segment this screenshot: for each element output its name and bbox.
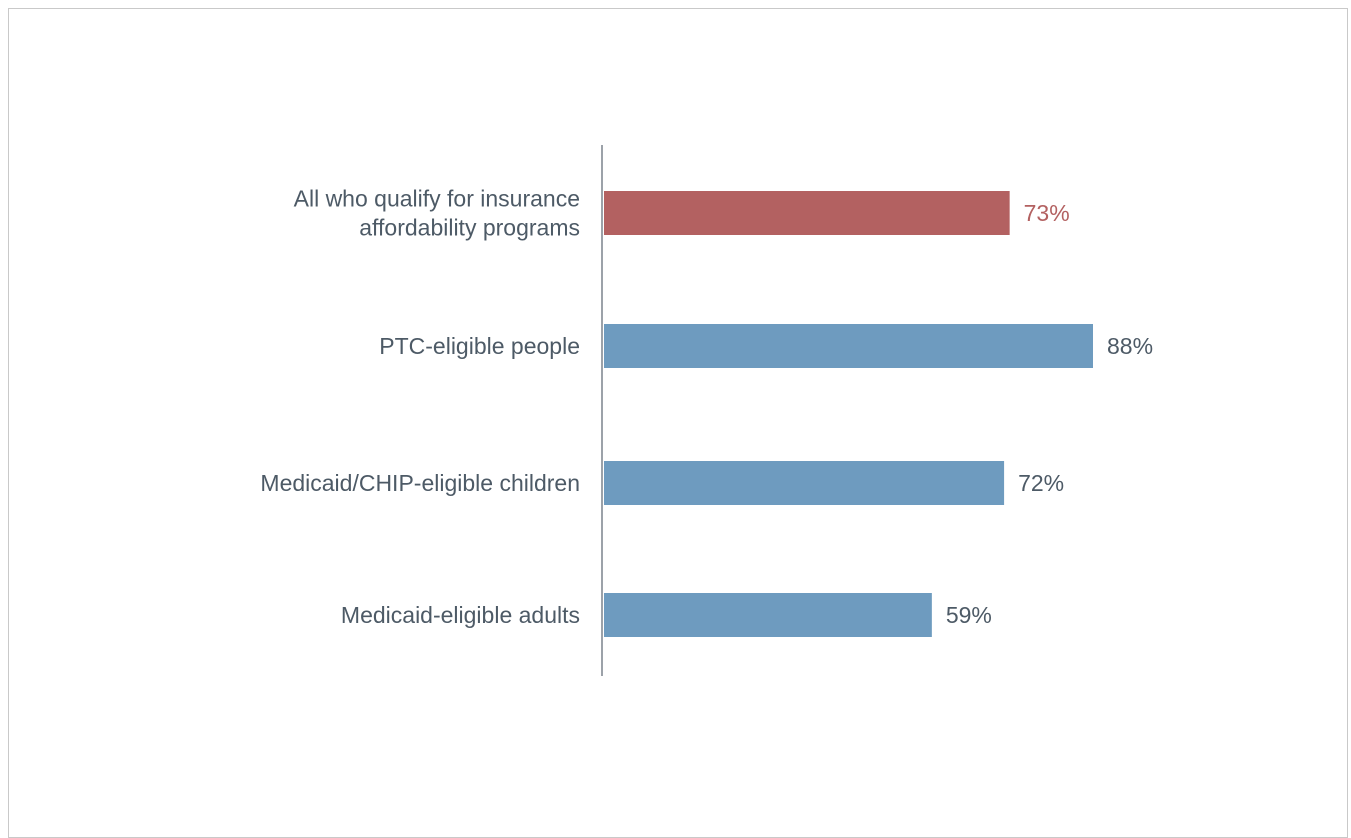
category-label-2: Medicaid/CHIP-eligible children [260, 470, 580, 496]
category-label-1: PTC-eligible people [379, 333, 580, 359]
bar-chart: All who qualify for insurance affordabili… [260, 145, 1153, 676]
category-label-0: All who qualify for insurance affordabili… [294, 186, 580, 241]
bar-1 [604, 324, 1093, 368]
bars-layer [604, 191, 1093, 637]
value-label-2: 72% [1018, 470, 1064, 496]
category-label-line: affordability programs [359, 215, 580, 241]
category-label-line: PTC-eligible people [379, 333, 580, 359]
bar-2 [604, 461, 1005, 505]
category-labels-layer: All who qualify for insurance affordabili… [260, 186, 580, 629]
chart-frame [8, 8, 1348, 838]
value-label-3: 59% [946, 602, 992, 628]
bar-0 [604, 191, 1010, 235]
value-label-1: 88% [1107, 333, 1153, 359]
category-label-line: All who qualify for insurance [294, 186, 580, 212]
category-label-3: Medicaid-eligible adults [341, 602, 580, 628]
value-labels-layer: 73% 88% 72% 59% [946, 200, 1153, 628]
value-label-0: 73% [1024, 200, 1070, 226]
category-label-line: Medicaid/CHIP-eligible children [260, 470, 580, 496]
category-label-line: Medicaid-eligible adults [341, 602, 580, 628]
bar-3 [604, 593, 932, 637]
